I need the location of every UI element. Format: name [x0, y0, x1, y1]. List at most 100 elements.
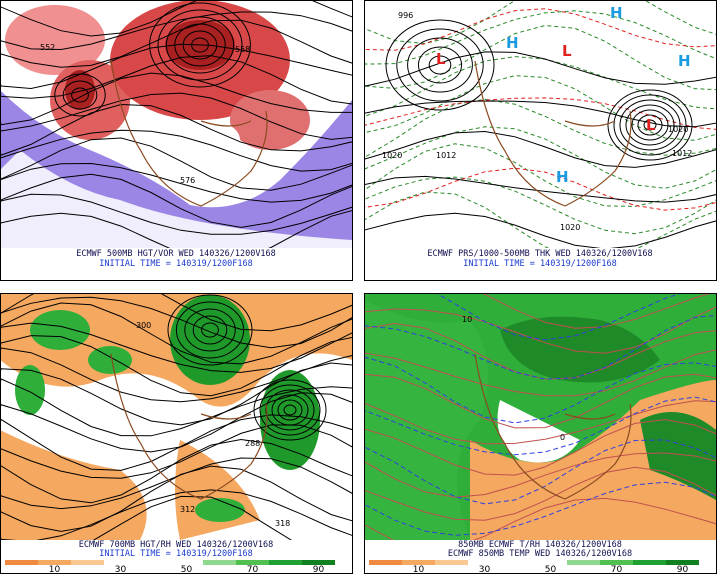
- coastline: [110, 353, 268, 500]
- contour-ring: [613, 94, 687, 156]
- colorbar-swatch: [302, 560, 335, 565]
- contour-line: [365, 100, 716, 128]
- colorbar-label: 30: [115, 565, 127, 574]
- contour-line: [365, 396, 716, 456]
- colorbar-label: 70: [611, 565, 623, 574]
- contour-line: [1, 457, 352, 510]
- low-marker: L: [646, 116, 656, 134]
- contour-ring: [396, 28, 484, 102]
- caption: ECMWF 850MB TEMP WED 140326/1200V168: [448, 549, 632, 559]
- contour-line: [365, 75, 716, 141]
- moist-area: [30, 310, 90, 350]
- initial-time: INITIAL TIME = 140319/1200F168: [463, 259, 617, 269]
- contour-ring: [253, 379, 327, 441]
- colorbar-label: 70: [247, 565, 259, 574]
- contour-line: [365, 126, 716, 189]
- contour-line: [1, 414, 352, 471]
- contour-line: [365, 452, 716, 498]
- contour-ring: [271, 394, 309, 426]
- map-label: 1020: [668, 125, 688, 134]
- moist-area: [88, 346, 132, 374]
- map-label: 288: [245, 439, 260, 448]
- contour-line: [1, 92, 352, 140]
- low-vorticity: [1, 150, 352, 248]
- colorbar-swatch: [633, 560, 666, 565]
- colorbar-swatch: [203, 560, 236, 565]
- colorbar-swatch: [5, 560, 38, 565]
- colorbar-swatch: [534, 560, 567, 565]
- contour-line: [1, 438, 352, 504]
- contour-line: [483, 294, 711, 329]
- contour-line: [365, 373, 716, 429]
- contour-ring: [619, 99, 681, 151]
- contour-line: [1, 103, 352, 156]
- low-marker: L: [562, 42, 572, 60]
- low-marker: L: [436, 50, 446, 68]
- contour-line: [365, 8, 716, 51]
- caption: ECMWF 700MB HGT/RH WED 140326/1200V168: [79, 540, 273, 550]
- colorbar-label: 50: [545, 565, 557, 574]
- contour-line: [1, 392, 352, 453]
- contour-ring: [607, 89, 693, 161]
- high-marker: H: [610, 4, 623, 22]
- contour-line: [365, 10, 716, 65]
- colorbar-label: 90: [313, 565, 325, 574]
- contour-ring: [165, 16, 235, 74]
- contour-line: [1, 489, 352, 540]
- colorbar-swatch: [38, 560, 71, 565]
- moist-core: [640, 412, 716, 500]
- map-850mb: 10 0: [365, 294, 716, 540]
- contour-line: [365, 51, 716, 87]
- contour-ring: [631, 109, 669, 141]
- contour-ring: [167, 294, 253, 366]
- moist-area: [195, 498, 245, 522]
- map-label: 1020: [560, 223, 580, 232]
- contour-line: [365, 1, 716, 45]
- colorbar-swatch: [402, 560, 435, 565]
- contour-ring: [174, 23, 226, 67]
- contour-line: [365, 466, 716, 521]
- contour-line: [1, 55, 352, 105]
- caption: ECMWF 500MB HGT/VOR WED 140326/1200V168: [76, 249, 276, 259]
- caption: ECMWF PRS/1000-500MB THK WED 140326/1200…: [427, 249, 652, 259]
- contour-line: [365, 97, 716, 130]
- colorbar-swatch: [104, 560, 137, 565]
- contour-line: [365, 314, 716, 380]
- contour-ring: [201, 322, 219, 338]
- map-label: 996: [398, 11, 413, 20]
- contour-ring: [265, 389, 315, 431]
- contour-line: [1, 322, 352, 373]
- map-label: 300: [136, 321, 151, 330]
- contour-line: [1, 162, 352, 203]
- contour-line: [365, 349, 716, 397]
- contour-ring: [385, 19, 495, 111]
- coastline: [110, 60, 268, 207]
- dry-area: [1, 430, 147, 540]
- contour-line: [365, 322, 716, 380]
- contour-line: [1, 294, 352, 332]
- colorbar-swatch: [71, 560, 104, 565]
- contour-line: [1, 302, 352, 365]
- moist-area: [365, 300, 488, 540]
- colorbar-swatch: [468, 560, 501, 565]
- contour-ring: [157, 9, 243, 81]
- contour-line: [365, 212, 716, 248]
- contour-line: [1, 11, 352, 51]
- colorbar-swatch: [666, 560, 699, 565]
- contour-line: [365, 497, 716, 540]
- contour-line: [92, 495, 293, 540]
- contour-ring: [62, 80, 98, 110]
- initial-time: INITIAL TIME = 140319/1200F168: [99, 259, 253, 269]
- map-label: 576: [180, 176, 195, 185]
- coastline: [474, 60, 632, 207]
- colorbar-swatch: [501, 560, 534, 565]
- contour-line: [365, 167, 716, 211]
- contour-line: [365, 130, 716, 168]
- moist-core: [500, 316, 660, 383]
- map-label: 1020: [382, 151, 402, 160]
- contour-line: [365, 175, 716, 203]
- colorbar-label: 90: [677, 565, 689, 574]
- map-500mb: 552 576 558: [1, 1, 352, 248]
- contour-ring: [184, 308, 236, 352]
- contour-ring: [259, 384, 321, 436]
